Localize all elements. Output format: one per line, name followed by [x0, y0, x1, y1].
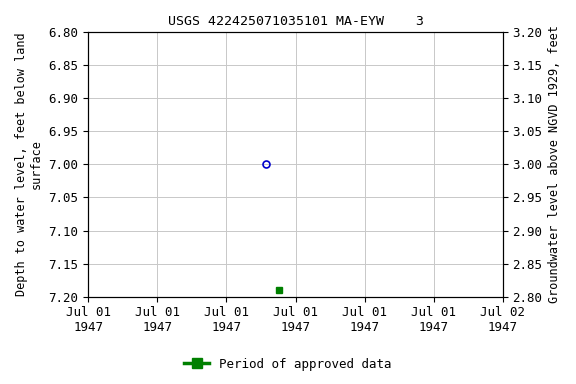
Title: USGS 422425071035101 MA-EYW    3: USGS 422425071035101 MA-EYW 3	[168, 15, 423, 28]
Y-axis label: Depth to water level, feet below land
surface: Depth to water level, feet below land su…	[15, 33, 43, 296]
Y-axis label: Groundwater level above NGVD 1929, feet: Groundwater level above NGVD 1929, feet	[548, 25, 561, 303]
Legend: Period of approved data: Period of approved data	[179, 353, 397, 376]
